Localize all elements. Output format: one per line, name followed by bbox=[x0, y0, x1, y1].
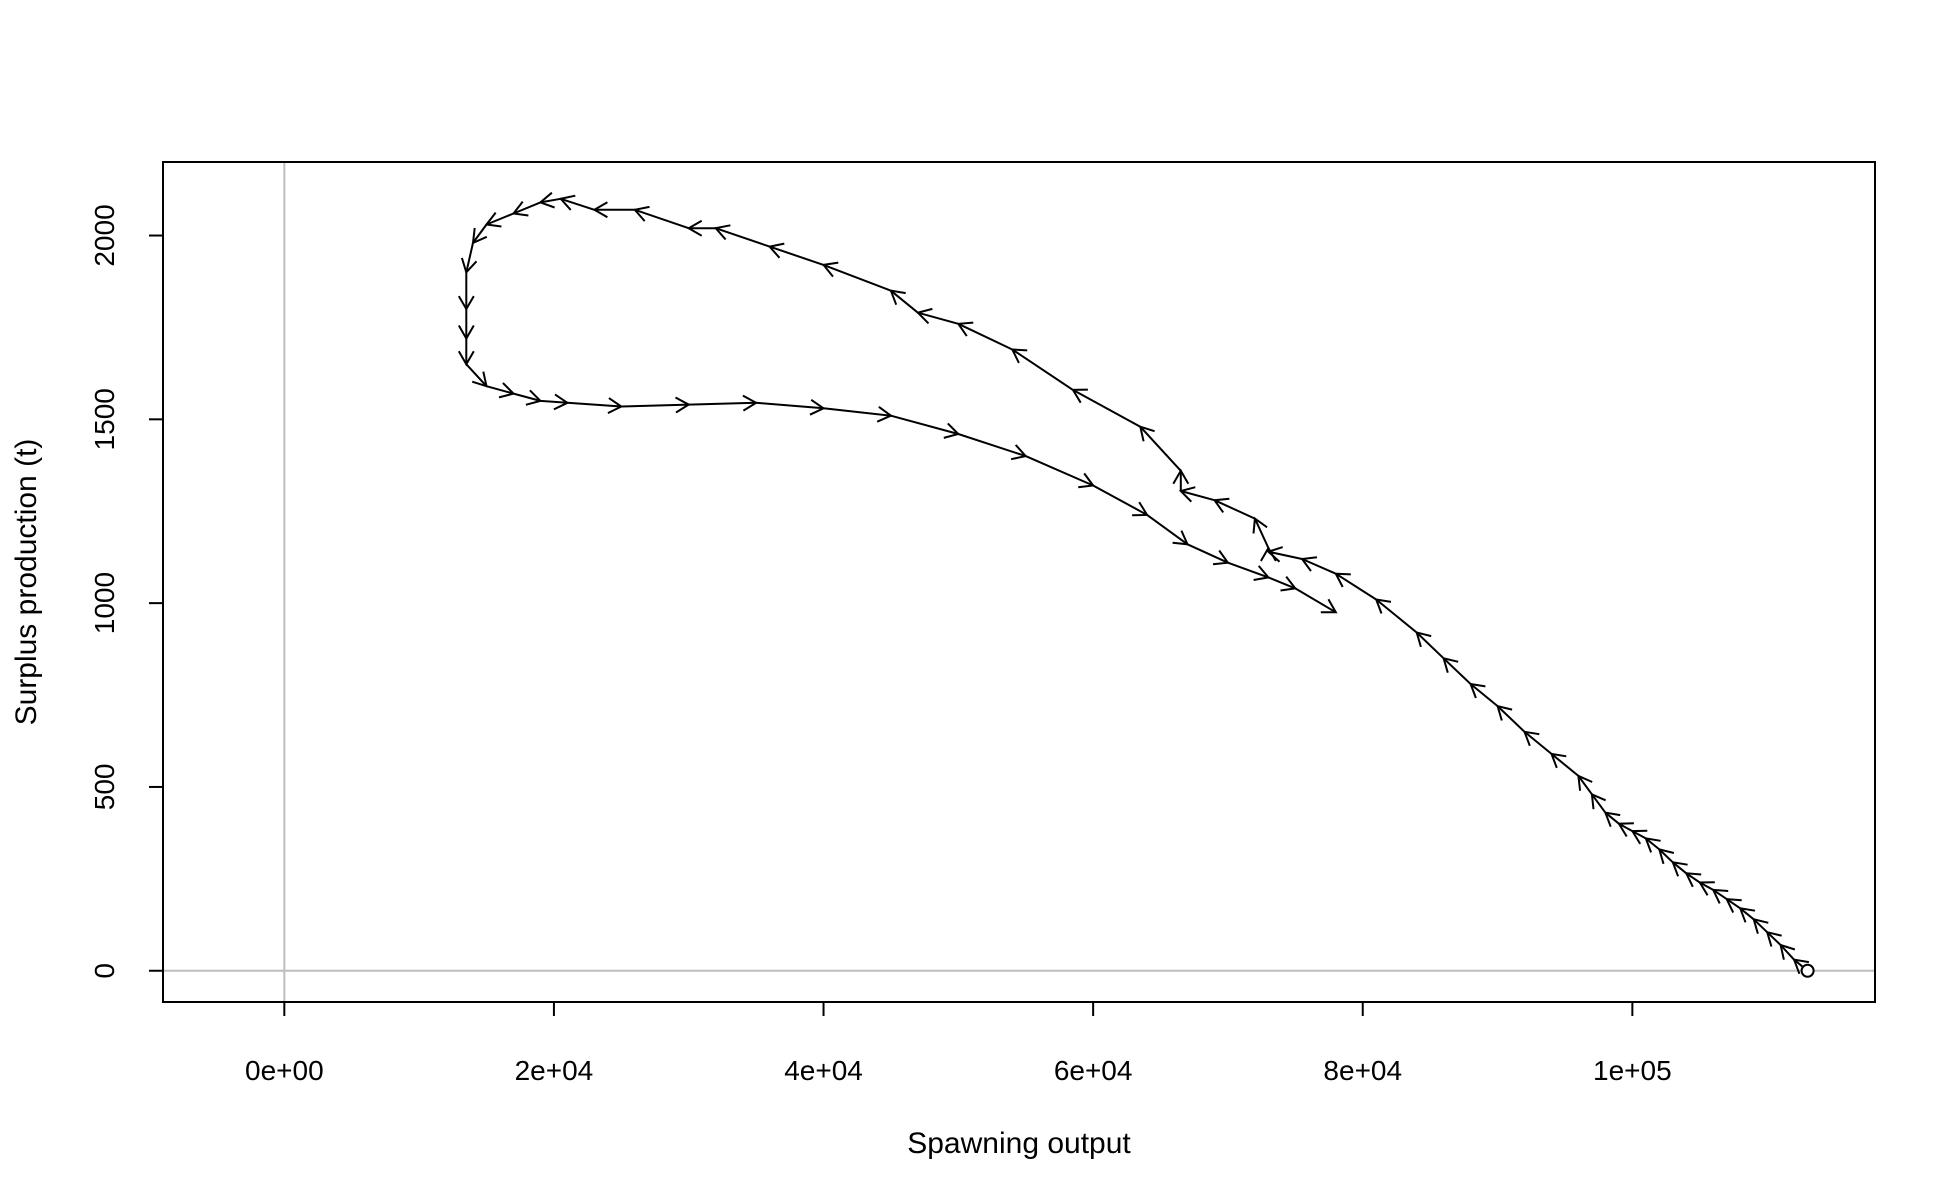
trajectory-arrow bbox=[457, 325, 475, 341]
trajectory-arrow bbox=[1010, 444, 1028, 461]
trajectory-arrow bbox=[713, 224, 731, 241]
trajectory-arrow bbox=[1138, 425, 1155, 442]
x-tick-label: 8e+04 bbox=[1323, 1055, 1402, 1086]
trajectory-arrow bbox=[471, 227, 488, 245]
plot-frame bbox=[162, 161, 1876, 1003]
trajectory-arrow bbox=[1334, 572, 1351, 588]
trajectory-arrow bbox=[1711, 888, 1729, 904]
trajectory-arrow bbox=[553, 393, 570, 411]
trajectory-arrow bbox=[1779, 943, 1796, 960]
trajectory-arrow bbox=[1253, 565, 1271, 581]
trajectory-arrow bbox=[498, 382, 516, 399]
trajectory-arrow bbox=[1549, 752, 1567, 769]
trajectory-arrow bbox=[525, 389, 543, 406]
trajectory-arrow bbox=[1752, 917, 1769, 934]
trajectory-arrow bbox=[558, 194, 576, 211]
trajectory-arrow bbox=[1212, 497, 1230, 513]
start-point-marker bbox=[1800, 963, 1815, 978]
trajectory-arrow bbox=[1374, 598, 1392, 614]
y-axis-title: Surplus production (t) bbox=[10, 439, 43, 726]
trajectory-arrow bbox=[1172, 468, 1190, 485]
y-tick-label: 500 bbox=[89, 764, 120, 811]
trajectory-arrow bbox=[457, 295, 475, 311]
trajectory-arrow bbox=[1178, 486, 1196, 503]
trajectory-arrow bbox=[1300, 556, 1318, 572]
trajectory-arrow bbox=[1671, 861, 1688, 877]
trajectory-arrow bbox=[956, 321, 974, 337]
trajectory-arrow bbox=[943, 422, 961, 439]
trajectory-arrow bbox=[742, 394, 759, 412]
trajectory-arrow bbox=[607, 397, 624, 414]
trajectory-arrow bbox=[1603, 811, 1621, 828]
trajectory-arrow bbox=[632, 205, 650, 222]
x-axis-title: Spawning output bbox=[907, 1127, 1131, 1160]
trajectory-arrow bbox=[675, 396, 691, 414]
y-tick-label: 0 bbox=[89, 963, 120, 979]
trajectory-arrow bbox=[1078, 472, 1095, 489]
trajectory-arrow bbox=[457, 350, 475, 367]
x-tick-label: 2e+04 bbox=[515, 1055, 594, 1086]
trajectory-arrow bbox=[1172, 530, 1190, 546]
trajectory-arrow bbox=[1212, 549, 1230, 566]
trajectory-arrow bbox=[1010, 348, 1028, 364]
trajectory-arrow bbox=[1657, 848, 1675, 865]
trajectory-arrow bbox=[1630, 829, 1648, 845]
x-tick-label: 0e+00 bbox=[245, 1055, 324, 1086]
y-tick-label: 2000 bbox=[89, 204, 120, 266]
trajectory-arrow bbox=[1698, 881, 1715, 896]
trajectory-arrow bbox=[1469, 682, 1486, 699]
trajectory-arrow bbox=[511, 200, 529, 217]
trajectory-arrow bbox=[1496, 704, 1513, 721]
trajectory-arrow bbox=[1792, 958, 1810, 975]
trajectory-arrow bbox=[471, 371, 488, 388]
trajectory-arrow bbox=[1132, 501, 1149, 517]
trajectory-arrow bbox=[1415, 631, 1432, 648]
trajectory-arrow bbox=[1765, 930, 1782, 947]
trajectory-arrow bbox=[484, 211, 502, 228]
x-tick-label: 4e+04 bbox=[784, 1055, 863, 1086]
trajectory-arrow bbox=[1577, 774, 1593, 791]
trajectory-arrow bbox=[1644, 837, 1661, 853]
trajectory-arrow bbox=[1442, 656, 1459, 673]
trajectory-arrow bbox=[1738, 907, 1756, 923]
trajectory-arrow bbox=[821, 261, 839, 278]
trajectory-arrow bbox=[876, 405, 893, 423]
trajectory-arrow bbox=[460, 257, 478, 275]
trajectory-arrow bbox=[1266, 546, 1284, 563]
trajectory-arrow bbox=[1617, 822, 1634, 838]
trajectory-arrow bbox=[889, 289, 906, 306]
x-tick-label: 6e+04 bbox=[1054, 1055, 1133, 1086]
y-tick-label: 1000 bbox=[89, 572, 120, 634]
trajectory-arrow bbox=[1260, 545, 1277, 562]
trajectory-line bbox=[465, 197, 1809, 972]
y-tick-label: 1500 bbox=[89, 388, 120, 450]
trajectory-arrow bbox=[809, 398, 826, 416]
trajectory-arrow bbox=[767, 242, 785, 259]
trajectory-arrow bbox=[1252, 516, 1268, 534]
trajectory-arrow bbox=[592, 201, 608, 219]
trajectory-arrow bbox=[1320, 598, 1338, 614]
trajectory-arrow bbox=[1590, 792, 1607, 810]
trajectory-arrow bbox=[686, 219, 703, 237]
trajectory-arrow bbox=[1280, 575, 1298, 592]
trajectory-arrow bbox=[1725, 897, 1742, 914]
trajectory-arrow bbox=[538, 191, 555, 209]
trajectory-arrow bbox=[1071, 388, 1088, 404]
trajectory-arrow bbox=[1684, 872, 1702, 888]
x-tick-label: 1e+05 bbox=[1593, 1055, 1672, 1086]
trajectory-arrow bbox=[1522, 730, 1540, 747]
trajectory-arrow bbox=[915, 307, 933, 325]
